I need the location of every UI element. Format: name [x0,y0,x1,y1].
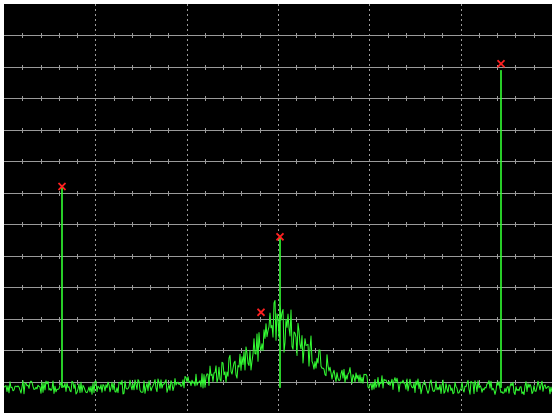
peak-marker [496,59,506,68]
peak-marker [256,308,266,317]
peak-markers [57,59,506,317]
peak-spikes [61,70,502,388]
spectrum-display [4,4,552,413]
peak-marker [57,182,67,191]
spectrum-trace [4,300,552,396]
grid [4,4,552,413]
peak-marker [275,232,285,241]
